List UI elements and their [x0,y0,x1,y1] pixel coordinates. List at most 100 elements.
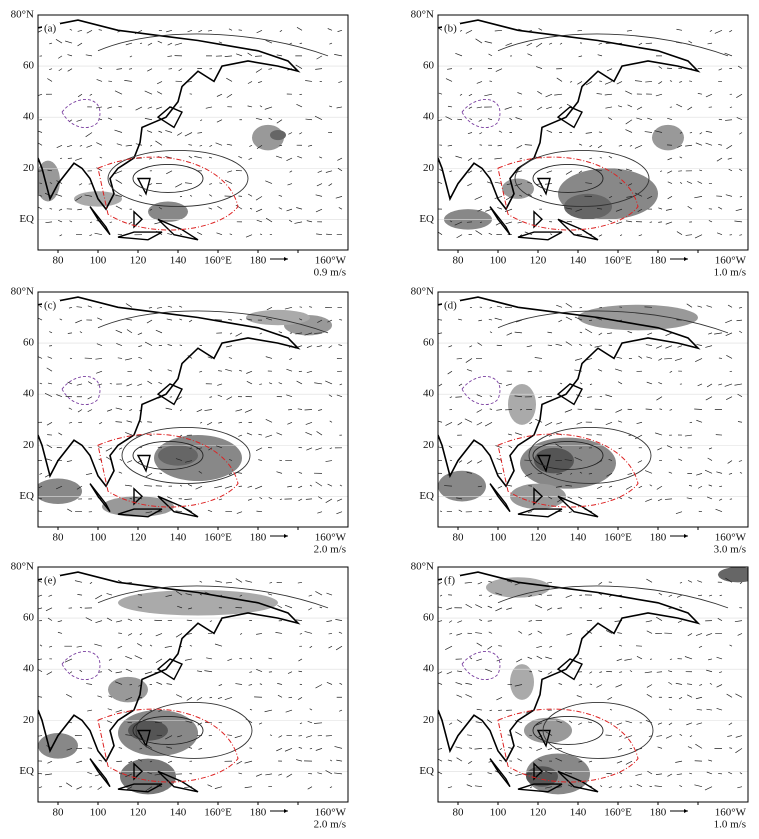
wind-vector [287,209,292,211]
wind-vector [88,748,92,749]
wind-vector [497,207,502,209]
wind-vector [278,695,282,697]
wind-vector [140,421,142,422]
wind-vector [168,761,172,762]
wind-vector [677,774,682,775]
wind-vector [628,497,632,499]
wind-vector [639,486,642,488]
wind-vector [189,156,192,158]
wind-vector [46,608,52,611]
wind-vector [340,485,342,486]
wind-vector [508,446,512,448]
wind-vector [219,42,222,43]
wind-vector [317,346,322,347]
map-content [34,292,348,517]
wind-vector [107,593,112,595]
wind-vector [505,107,512,109]
wind-vector [90,94,92,95]
wind-vector [489,595,492,596]
wind-vector [630,145,632,146]
wind-vector [99,68,102,69]
wind-vector [58,632,62,633]
wind-vector [488,621,492,622]
wind-vector [738,421,742,422]
wind-vector [676,29,682,30]
wind-vector [448,760,452,761]
wind-vector [208,785,212,787]
wind-vector [129,410,132,411]
wind-vector [665,499,672,500]
wind-vector [314,383,322,384]
wind-vector [706,670,712,672]
wind-vector [690,736,692,737]
wind-vector [717,685,722,688]
wind-vector [145,342,152,346]
wind-vector [65,41,72,43]
wind-vector [157,92,162,95]
wind-vector [139,195,142,197]
wind-vector [547,608,552,610]
wind-vector [539,28,542,30]
wind-vector [709,220,712,221]
wind-vector [478,320,482,321]
wind-vector [489,233,492,234]
wind-vector [587,397,592,398]
wind-vector [545,657,552,659]
wind-vector [439,157,442,158]
wind-vector [297,381,302,384]
wind-vector [280,30,282,31]
wind-vector [315,116,322,120]
wind-vector [268,594,272,595]
wind-vector [599,672,602,673]
island [518,232,562,240]
wind-vector [227,144,232,145]
lon-label: 160°W [715,807,747,819]
island [118,232,162,240]
wind-vector [238,435,242,436]
wind-vector [515,332,522,333]
wind-vector [645,81,652,82]
wind-vector [206,658,212,659]
wind-vector [735,621,742,622]
purple-contour [462,376,500,404]
shaded-region [718,567,758,582]
lat-label: EQ [19,213,34,225]
wind-vector [49,595,52,596]
wind-vector [678,621,682,623]
wind-vector [680,447,682,448]
wind-vector [607,69,612,71]
wind-vector [288,133,292,135]
wind-vector [200,145,202,146]
wind-vector [147,422,152,423]
wind-vector [265,435,272,437]
wind-vector [707,384,712,387]
wind-vector [137,384,142,386]
wind-vector [566,342,572,346]
wind-vector [127,384,132,386]
wind-vector [740,196,742,197]
wind-vector [289,697,292,698]
wind-vector [218,395,222,397]
lat-label: 80°N [11,9,34,21]
wind-vector [39,787,42,788]
wind-vector [685,435,692,436]
wind-vector [446,608,452,610]
lon-label: 180 [650,807,667,819]
wind-vector [595,346,602,348]
wind-vector [47,422,52,425]
wind-vector [605,81,612,84]
wind-vector [579,144,582,145]
wind-vector [686,723,692,725]
wind-vector [258,460,262,461]
wind-vector [685,145,692,146]
wind-vector [496,697,502,700]
wind-vector [600,786,602,787]
wind-vector [556,305,562,307]
wind-vector [449,446,452,448]
wind-vector [97,79,102,81]
wind-vector [617,761,622,763]
wind-vector [717,233,722,235]
vector-scale-label: 2.0 m/s [314,544,346,556]
wind-vector [290,43,292,44]
